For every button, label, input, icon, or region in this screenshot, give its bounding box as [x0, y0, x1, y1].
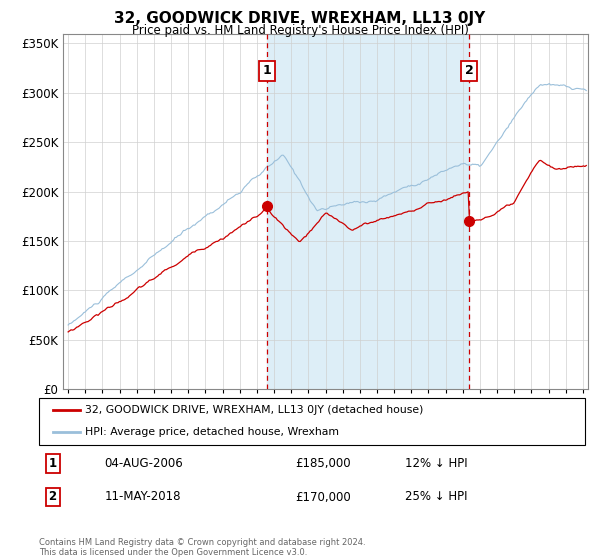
Text: Contains HM Land Registry data © Crown copyright and database right 2024.
This d: Contains HM Land Registry data © Crown c…: [39, 538, 365, 557]
Text: 2: 2: [49, 491, 57, 503]
Text: 12% ↓ HPI: 12% ↓ HPI: [405, 457, 467, 470]
Text: £185,000: £185,000: [296, 457, 351, 470]
Text: 11-MAY-2018: 11-MAY-2018: [104, 491, 181, 503]
Text: HPI: Average price, detached house, Wrexham: HPI: Average price, detached house, Wrex…: [85, 427, 340, 437]
Text: 1: 1: [262, 64, 271, 77]
Text: 1: 1: [49, 457, 57, 470]
FancyBboxPatch shape: [39, 398, 585, 445]
Bar: [267, 34, 469, 389]
Text: 32, GOODWICK DRIVE, WREXHAM, LL13 0JY (detached house): 32, GOODWICK DRIVE, WREXHAM, LL13 0JY (d…: [85, 405, 424, 416]
Text: £170,000: £170,000: [296, 491, 352, 503]
Text: Price paid vs. HM Land Registry's House Price Index (HPI): Price paid vs. HM Land Registry's House …: [131, 24, 469, 36]
Text: 32, GOODWICK DRIVE, WREXHAM, LL13 0JY: 32, GOODWICK DRIVE, WREXHAM, LL13 0JY: [115, 11, 485, 26]
Text: 25% ↓ HPI: 25% ↓ HPI: [405, 491, 467, 503]
Text: 04-AUG-2006: 04-AUG-2006: [104, 457, 183, 470]
Text: 2: 2: [464, 64, 473, 77]
